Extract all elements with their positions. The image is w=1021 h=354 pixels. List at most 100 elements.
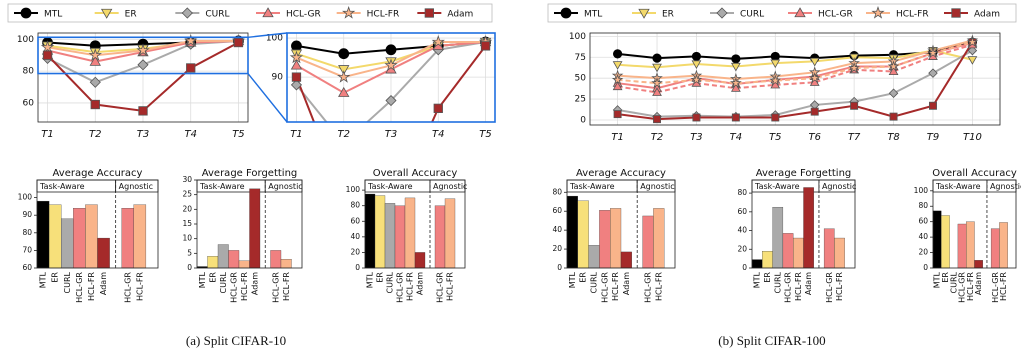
x-tick-label: HCL-FR — [87, 272, 96, 301]
marker — [560, 7, 572, 19]
marker — [771, 113, 780, 122]
marker — [967, 45, 978, 56]
x-tick-label: HCL-FR — [611, 272, 620, 301]
marker — [731, 113, 740, 122]
x-tick-label: T5 — [479, 129, 491, 140]
x-tick-label: CURL — [949, 271, 958, 293]
marker — [612, 81, 623, 91]
y-tick-label: 25 — [182, 190, 192, 199]
marker — [887, 60, 900, 72]
plot-frame — [364, 179, 466, 269]
bar — [974, 260, 983, 269]
x-tick-label: MTL — [366, 271, 375, 288]
marker — [967, 56, 978, 65]
marker — [480, 41, 491, 51]
x-tick-label: CURL — [590, 271, 599, 293]
marker — [181, 7, 193, 19]
marker — [291, 40, 302, 52]
x-tick-label: T3 — [137, 129, 149, 140]
bar — [121, 208, 134, 269]
bar — [762, 250, 773, 269]
y-tick-label: 60 — [918, 217, 928, 226]
bar — [990, 228, 1000, 269]
group-label: Agnostic — [268, 182, 302, 191]
y-tick-label: 25 — [575, 95, 586, 105]
series-line — [617, 41, 974, 121]
y-tick-label: 0 — [355, 263, 360, 272]
x-tick-label: HCL-FR — [135, 272, 144, 301]
x-tick-label: HCL-FR — [999, 272, 1008, 301]
bar — [404, 197, 416, 269]
plot-frame — [932, 179, 1017, 269]
x-tick-label: CURL — [63, 271, 72, 293]
y-tick-label: 0 — [742, 263, 747, 272]
group-label: Agnostic — [990, 182, 1021, 191]
plot-frame — [566, 179, 676, 269]
marker — [89, 76, 101, 88]
marker — [730, 77, 742, 89]
marker — [966, 36, 979, 48]
legend-label: ER — [125, 10, 137, 20]
marker — [291, 72, 302, 82]
bar — [966, 221, 975, 269]
x-tick-label: T1 — [611, 132, 623, 143]
chart-title: Overall Accuracy — [932, 168, 1017, 179]
legend-label: CURL — [740, 10, 764, 20]
x-tick-label: HCL-GR — [396, 272, 405, 303]
bar — [249, 188, 261, 269]
y-tick-label: 40 — [737, 226, 747, 235]
bar — [620, 251, 632, 269]
y-tick-label: 80 — [22, 228, 32, 237]
legend — [547, 3, 1017, 23]
x-tick-label: T2 — [337, 129, 349, 140]
chart-title: Overall Accuracy — [373, 168, 458, 179]
x-tick-label: ER — [941, 272, 950, 283]
legend-label: HCL-FR — [896, 10, 929, 20]
y-tick-label: 10 — [182, 234, 192, 243]
y-tick-label: 20 — [918, 248, 928, 257]
marker — [809, 57, 820, 67]
x-tick-label: HCL-GR — [958, 272, 967, 303]
bar — [414, 252, 426, 269]
y-tick-label: 40 — [552, 225, 562, 234]
y-tick-label: 100 — [346, 185, 361, 194]
x-tick-label: HCL-GR — [644, 272, 653, 303]
y-tick-label: 50 — [575, 74, 587, 84]
legend-label: Adam — [447, 10, 473, 20]
x-tick-label: HCL-GR — [436, 272, 445, 303]
y-tick-label: 0 — [557, 263, 562, 272]
marker — [20, 7, 32, 19]
y-tick-label: 0 — [187, 263, 192, 272]
plot-frame — [286, 32, 496, 123]
series-line — [617, 41, 973, 60]
bar — [228, 250, 240, 269]
x-tick-label: Adam — [622, 272, 631, 295]
marker — [808, 72, 821, 84]
marker — [929, 101, 937, 110]
y-tick-label: 5 — [187, 248, 192, 257]
bar — [803, 187, 814, 269]
y-tick-label: 80 — [23, 67, 35, 77]
marker — [338, 65, 350, 76]
plot-area — [40, 33, 246, 116]
x-tick-label: ER — [763, 272, 772, 283]
y-tick-label: 40 — [350, 232, 360, 241]
zoom-connector — [247, 73, 288, 123]
x-tick-label: Adam — [250, 272, 259, 295]
x-tick-label: HCL-GR — [271, 272, 280, 303]
chart-title: Average Forgetting — [756, 168, 852, 179]
marker — [794, 7, 806, 18]
marker — [691, 51, 702, 62]
bar — [772, 206, 784, 269]
marker — [431, 34, 445, 48]
marker — [385, 44, 397, 56]
x-tick-label: MTL — [39, 271, 48, 288]
marker — [651, 77, 663, 89]
y-tick-label: 100 — [17, 35, 34, 45]
y-tick-label: 80 — [737, 188, 747, 197]
x-tick-label: T2 — [651, 132, 663, 143]
group-label: Task-Aware — [367, 182, 413, 191]
x-tick-label: CURL — [773, 271, 782, 293]
y-tick-label: 0 — [580, 115, 586, 125]
group-label: Agnostic — [640, 182, 674, 191]
